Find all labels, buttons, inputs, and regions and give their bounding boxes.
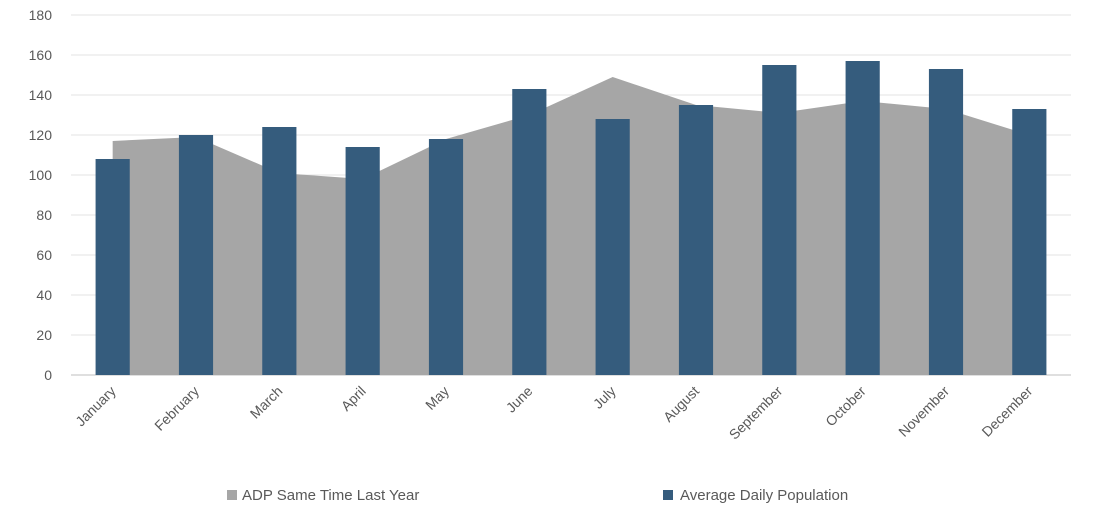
y-tick-label: 20 [36,327,52,343]
y-tick-label: 40 [36,287,52,303]
legend-label-adp-last-year: ADP Same Time Last Year [242,487,419,504]
bar-may [428,139,464,375]
x-tick-label: June [503,383,536,416]
legend-swatch-average-daily-population [663,490,673,500]
bar-june [512,89,547,375]
bar-layer [95,61,1047,375]
legend-label-average-daily-population: Average Daily Population [680,487,848,504]
x-tick-label: September [726,383,786,443]
legend: ADP Same Time Last Year Average Daily Po… [227,487,848,504]
x-tick-label: January [72,383,119,430]
bar-september [762,65,797,375]
y-tick-label: 80 [36,207,52,223]
y-tick-label: 0 [44,367,52,383]
area-adp-last-year [112,77,1030,375]
x-tick-label: March [247,383,286,422]
y-tick-label: 160 [29,47,53,63]
bar-january [95,159,130,375]
area-layer [112,77,1030,375]
x-tick-label: November [895,383,952,440]
x-tick-label: July [590,383,619,412]
y-tick-label: 60 [36,247,52,263]
bar-april [345,147,380,375]
y-tick-label: 100 [29,167,53,183]
legend-swatch-adp-last-year [227,490,237,500]
bar-november [928,69,964,375]
x-tick-label: August [660,383,702,425]
x-tick-label: May [422,383,452,413]
x-tick-label: October [822,383,869,430]
bar-october [845,61,880,375]
x-tick-label: February [151,383,202,434]
bar-july [595,119,630,375]
x-tick-label: December [978,383,1035,440]
y-tick-label: 140 [29,87,53,103]
bar-march [262,127,297,375]
y-tick-label: 120 [29,127,53,143]
y-tick-label: 180 [29,7,53,23]
bar-august [678,105,714,375]
x-tick-label: April [338,383,369,414]
bar-december [1012,109,1047,375]
bar-february [178,135,214,375]
